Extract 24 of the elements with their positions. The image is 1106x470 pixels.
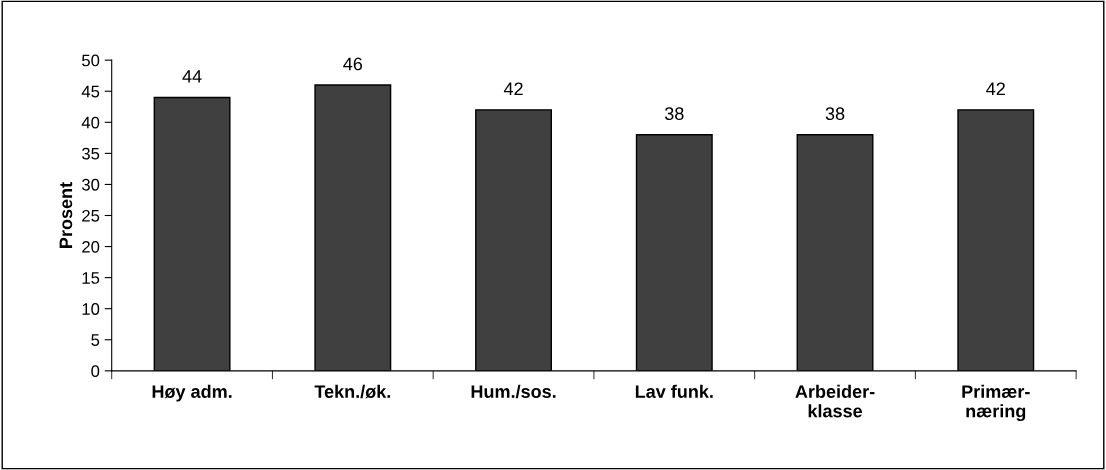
x-tick-label: Lav funk. [635,384,713,398]
x-tick-label: Tekn./øk. [314,384,391,399]
y-tick-label: 20 [82,240,100,253]
y-tick-label: 45 [81,85,100,98]
y-tick-label: 35 [82,147,100,160]
data-label: 38 [825,107,845,121]
y-tick-label: 40 [81,116,100,129]
data-label: 46 [343,57,363,71]
y-axis-title: Prosent [59,182,73,248]
y-tick-label: 10 [82,303,100,315]
data-label: 38 [664,107,684,121]
x-tick-label: Primær- næring [962,384,1030,422]
y-tick-label: 15 [82,272,100,284]
y-tick-label: 25 [82,209,100,222]
y-tick-label: 0 [91,365,100,378]
x-tick-label: Høy adm. [152,384,232,402]
y-tick-label: 30 [82,178,100,191]
data-label: 44 [182,70,202,83]
x-tick-label: Hum./sos. [471,384,556,399]
x-tick-label: Arbeider- klasse [795,384,875,418]
y-tick-label: 50 [82,54,100,67]
data-label: 42 [503,82,523,96]
y-tick-label: 5 [91,334,100,346]
data-label: 42 [986,82,1005,96]
